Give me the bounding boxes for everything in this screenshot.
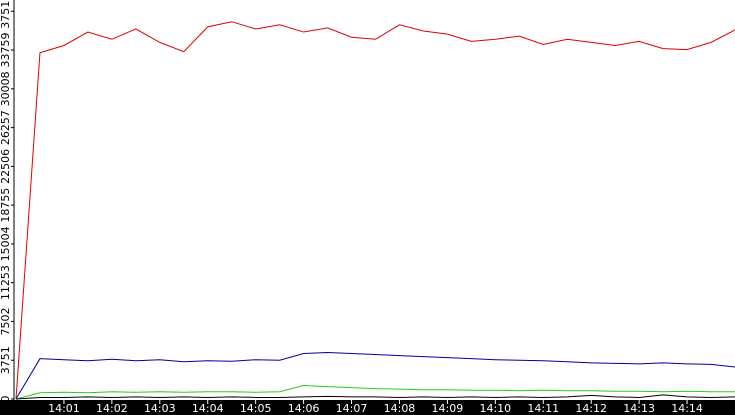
- y-tick-label: 3751: [0, 346, 12, 374]
- x-tick-label: 14:13: [623, 402, 655, 415]
- x-tick-label: 14:06: [288, 402, 320, 415]
- x-axis-strip: [0, 400, 735, 415]
- series-line: [15, 21, 735, 400]
- x-tick-label: 14:04: [192, 402, 224, 415]
- y-tick-label: 18755: [0, 188, 12, 223]
- x-tick-label: 14:12: [575, 402, 607, 415]
- y-tick-label: 22506: [0, 149, 12, 184]
- y-tick-label: 7502: [0, 307, 12, 335]
- x-tick-label: 14:01: [48, 402, 80, 415]
- x-tick-label: 14:09: [432, 402, 464, 415]
- x-tick-label: 14:14: [671, 402, 703, 415]
- series-line: [15, 351, 735, 400]
- series-line: [15, 385, 735, 400]
- x-tick-label: 14:11: [527, 402, 559, 415]
- x-tick-label: 14:02: [96, 402, 128, 415]
- x-tick-label: 14:03: [144, 402, 176, 415]
- x-tick-label: 14:07: [336, 402, 368, 415]
- x-tick-label: 14:10: [479, 402, 511, 415]
- y-tick-label: 11253: [0, 265, 12, 300]
- y-tick-label: 0: [0, 396, 12, 403]
- y-tick-label: 33759: [0, 33, 12, 68]
- y-tick-label: 15004: [0, 226, 12, 261]
- x-tick-label: 14:05: [240, 402, 272, 415]
- y-tick-label: 37510: [0, 0, 12, 29]
- y-tick-label: 26257: [0, 110, 12, 145]
- series-line: [15, 394, 735, 400]
- y-tick-label: 30008: [0, 71, 12, 106]
- x-tick-label: 14:08: [384, 402, 416, 415]
